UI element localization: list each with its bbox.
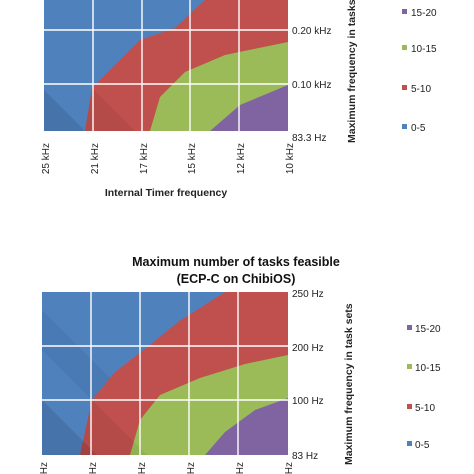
y-tick-label: 83 Hz (292, 451, 318, 462)
legend-swatch-15-20 (407, 325, 412, 330)
y-axis-title: Maximum frequency in task sets (343, 303, 355, 465)
legend-swatch-10-15 (402, 45, 407, 50)
chart-2: Maximum number of tasks feasible (ECP-C … (39, 255, 441, 474)
chart-subtitle: (ECP-C on ChibiOS) (177, 272, 296, 286)
x-tick-label: 10 kHz (285, 143, 296, 174)
chart-1: 0.20 kHz 0.10 kHz 83.3 Hz 25 kHz 21 kHz … (41, 0, 437, 199)
legend-swatch-10-15 (407, 364, 412, 369)
legend-swatch-0-5 (407, 441, 412, 446)
y-tick-label: 0.10 kHz (292, 80, 331, 91)
x-tick-label: Hz (39, 462, 50, 474)
x-tick-label: 25 kHz (41, 143, 52, 174)
legend-label: 10-15 (415, 363, 441, 374)
legend-label: 15-20 (411, 8, 437, 19)
legend: 15-20 10-15 5-10 0-5 (407, 324, 441, 451)
legend-label: 15-20 (415, 324, 441, 335)
x-tick-label: 15 kHz (187, 143, 198, 174)
chart-title: Maximum number of tasks feasible (132, 255, 340, 269)
x-tick-label: 12 kHz (236, 143, 247, 174)
gridlines (42, 292, 288, 455)
legend-label: 0-5 (415, 440, 430, 451)
legend-swatch-15-20 (402, 9, 407, 14)
y-tick-label: 100 Hz (292, 396, 324, 407)
legend-swatch-0-5 (402, 124, 407, 129)
x-tick-label: Hz (235, 462, 246, 474)
legend-label: 0-5 (411, 123, 426, 134)
x-tick-label: 21 kHz (90, 143, 101, 174)
legend-label: 10-15 (411, 44, 437, 55)
legend-label: 5-10 (411, 84, 431, 95)
x-tick-label: 17 kHz (139, 143, 150, 174)
x-tick-label: Hz (137, 462, 148, 474)
x-tick-label: Hz (88, 462, 99, 474)
y-tick-label: 250 Hz (292, 289, 324, 300)
x-axis-title: Internal Timer frequency (105, 187, 228, 199)
y-tick-label: 83.3 Hz (292, 133, 326, 144)
x-tick-label: Hz (186, 462, 197, 474)
y-tick-label: 200 Hz (292, 343, 324, 354)
legend-swatch-5-10 (407, 404, 412, 409)
legend: 15-20 10-15 5-10 0-5 (402, 8, 437, 134)
legend-label: 5-10 (415, 403, 435, 414)
series-area-15-20 (210, 85, 288, 131)
y-axis-title: Maximum frequency in tasks (346, 0, 358, 143)
legend-swatch-5-10 (402, 85, 407, 90)
series-area-15-20 (205, 398, 288, 455)
gridlines (44, 0, 288, 131)
x-tick-label: Hz (284, 462, 295, 474)
y-tick-label: 0.20 kHz (292, 26, 331, 37)
